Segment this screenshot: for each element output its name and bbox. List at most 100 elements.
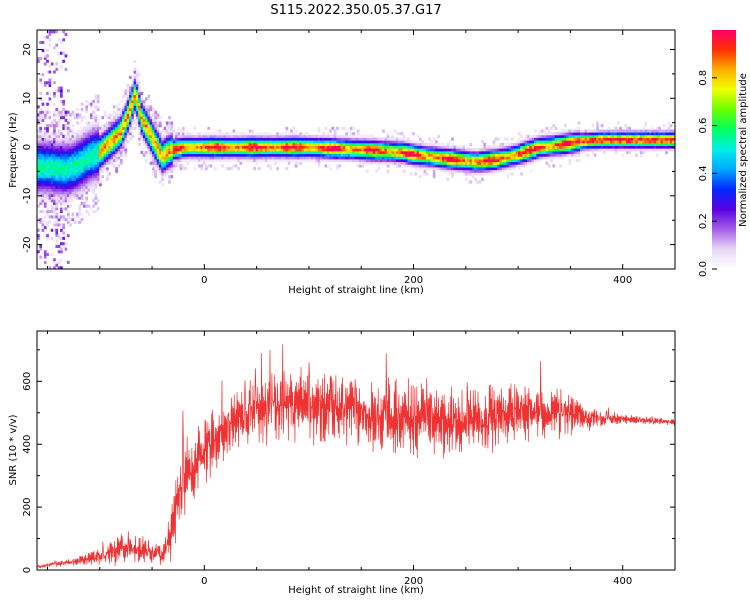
heatmap-cell [580, 142, 583, 146]
heatmap-cell [71, 212, 75, 216]
heatmap-cell [57, 153, 61, 157]
heatmap-cell [412, 145, 415, 149]
heatmap-cell [244, 132, 247, 136]
heatmap-cell [285, 153, 289, 157]
heatmap-cell [115, 129, 118, 133]
heatmap-cell [552, 134, 556, 138]
heatmap-cell [543, 156, 546, 160]
heatmap-cell [53, 137, 56, 141]
heatmap-cell [66, 215, 70, 219]
heatmap-cell [614, 140, 618, 144]
heatmap-cell [43, 193, 47, 197]
heatmap-cell [78, 132, 82, 136]
heatmap-cell [76, 121, 79, 125]
heatmap-cell [515, 142, 519, 146]
heatmap-cell [506, 167, 510, 171]
heatmap-cell [517, 159, 521, 163]
heatmap-cell [619, 126, 622, 130]
heatmap-cell [135, 94, 139, 98]
heatmap-cell [250, 132, 254, 136]
heatmap-cell [154, 116, 158, 120]
heatmap-cell [43, 183, 47, 187]
heatmap-cell [39, 175, 42, 179]
heatmap-cell [257, 148, 261, 152]
heatmap-cell [639, 132, 643, 136]
heatmap-cell [96, 180, 100, 184]
heatmap-cell [57, 196, 61, 200]
heatmap-cell [630, 145, 634, 149]
heatmap-cell [504, 156, 507, 160]
heatmap-cell [607, 137, 611, 141]
heatmap-cell [534, 129, 537, 133]
heatmap-cell [287, 161, 291, 165]
heatmap-cell [41, 193, 45, 197]
heatmap-cell [554, 145, 558, 149]
heatmap-cell [428, 161, 431, 165]
heatmap-cell [133, 73, 137, 77]
heatmap-cell [112, 124, 116, 128]
heatmap-cell [534, 150, 537, 155]
heatmap-cell [69, 223, 72, 227]
heatmap-cell [48, 220, 52, 224]
heatmap-cell [66, 180, 70, 184]
heatmap-cell [352, 132, 355, 136]
heatmap-cell [269, 156, 273, 160]
heatmap-cell [336, 164, 339, 168]
heatmap-cell [204, 140, 208, 144]
heatmap-cell [133, 94, 137, 98]
heatmap-cell [110, 129, 114, 133]
heatmap-cell [642, 132, 645, 136]
heatmap-cell [642, 142, 645, 146]
heatmap-cell [71, 124, 75, 128]
heatmap-cell [175, 156, 178, 160]
heatmap-cell [416, 142, 420, 146]
heatmap-cell [80, 153, 84, 157]
heatmap-cell [393, 148, 397, 152]
heatmap-cell [292, 134, 296, 138]
heatmap-cell [386, 150, 390, 155]
heatmap-cell [168, 145, 171, 149]
heatmap-cell [181, 159, 185, 163]
heatmap-cell [142, 140, 146, 144]
heatmap-cell [306, 153, 309, 157]
heatmap-cell [662, 142, 666, 146]
heatmap-cell [50, 161, 54, 165]
heatmap-cell [46, 191, 49, 195]
heatmap-cell [356, 145, 360, 149]
heatmap-cell [333, 159, 337, 163]
heatmap-cell [343, 153, 346, 157]
heatmap-cell [87, 145, 91, 149]
heatmap-cell [50, 150, 54, 155]
heatmap-cell [368, 156, 372, 160]
heatmap-cell [241, 150, 245, 155]
heatmap-cell [57, 191, 61, 195]
heatmap-cell [55, 156, 59, 160]
heatmap-cell [292, 159, 296, 163]
heatmap-cell [53, 118, 56, 122]
heatmap-cell [103, 132, 107, 136]
heatmap-cell [575, 137, 579, 141]
heatmap-cell [87, 102, 91, 106]
heatmap-cell [126, 126, 130, 130]
heatmap-cell [184, 156, 187, 160]
heatmap-cell [202, 140, 206, 144]
heatmap-cell [660, 137, 664, 141]
heatmap-cell [142, 137, 146, 141]
heatmap-cell [356, 132, 360, 136]
heatmap-cell [83, 145, 86, 149]
heatmap-cell [561, 142, 565, 146]
heatmap-cell [428, 159, 431, 163]
heatmap-cell [209, 145, 213, 149]
heatmap-cell [575, 159, 579, 163]
heatmap-cell [177, 164, 181, 168]
heatmap-cell [179, 137, 183, 141]
heatmap-cell [356, 150, 360, 155]
heatmap-cell [338, 164, 342, 168]
heatmap-cell [543, 132, 546, 136]
heatmap-cell [89, 175, 93, 179]
heatmap-cell [64, 183, 68, 187]
heatmap-cell [326, 142, 330, 146]
heatmap-cell [446, 145, 450, 149]
heatmap-cell [384, 159, 388, 163]
heatmap-cell [326, 140, 330, 144]
